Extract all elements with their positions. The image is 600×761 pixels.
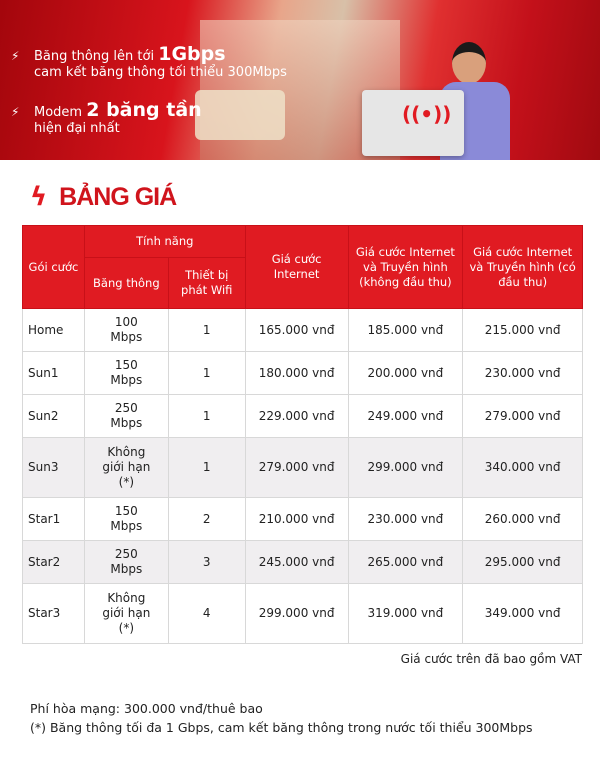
table-row: Sun2 250 Mbps 1 229.000 vnđ 249.000 vnđ 279.0… (22, 394, 583, 438)
cell-package: Sun3 (22, 437, 85, 498)
cell-internet-tv-box-price: 279.000 vnđ (462, 394, 583, 438)
table-row: Star1 150 Mbps 2 210.000 vnđ 230.000 vnđ 260.… (22, 497, 583, 541)
cell-wifi-devices: 1 (167, 394, 246, 438)
bandwidth-footnote: (*) Băng thông tối đa 1 Gbps, cam kết bă… (30, 720, 533, 735)
cell-wifi-devices: 1 (167, 308, 246, 352)
laptop-image: ((•)) (362, 90, 464, 156)
cell-package: Star1 (22, 497, 85, 541)
sofa-image (195, 90, 285, 140)
cell-bandwidth: 250 Mbps (83, 540, 169, 584)
cell-internet-price: 229.000 vnđ (244, 394, 349, 438)
lightning-bolt-icon: ⚡ (11, 49, 20, 63)
cell-internet-tv-box-price: 260.000 vnđ (462, 497, 583, 541)
cell-bandwidth: 100 Mbps (83, 308, 169, 352)
header-internet-tv-box: Giá cước Internet và Truyền hình (có đầu… (462, 225, 583, 309)
cell-internet-price: 165.000 vnđ (244, 308, 349, 352)
banner-feature-2: ⚡ Modem 2 băng tần hiện đại nhất (11, 99, 202, 137)
header-package: Gói cước (22, 225, 85, 309)
cell-internet-tv-box-price: 349.000 vnđ (462, 583, 583, 644)
cell-wifi-devices: 3 (167, 540, 246, 584)
cell-internet-tv-no-box-price: 230.000 vnđ (347, 497, 464, 541)
cell-internet-tv-no-box-price: 265.000 vnđ (347, 540, 464, 584)
cell-internet-tv-box-price: 340.000 vnđ (462, 437, 583, 498)
cell-internet-tv-no-box-price: 185.000 vnđ (347, 308, 464, 352)
page-title: ϟ BẢNG GIÁ (30, 182, 177, 212)
price-table: Gói cước Tính năng Giá cước Internet Giá… (22, 225, 583, 644)
promo-banner: ((•)) ⚡ Băng thông lên tới 1Gbps cam kết… (0, 0, 600, 160)
banner-feature-1: ⚡ Băng thông lên tới 1Gbps cam kết băng … (11, 43, 287, 81)
cell-package: Sun2 (22, 394, 85, 438)
cell-internet-tv-no-box-price: 299.000 vnđ (347, 437, 464, 498)
table-row: Star3 Không giới hạn (*) 4 299.000 vnđ 319.0… (22, 583, 583, 644)
cell-wifi-devices: 1 (167, 437, 246, 498)
cell-internet-price: 180.000 vnđ (244, 351, 349, 395)
cell-internet-price: 279.000 vnđ (244, 437, 349, 498)
cell-internet-price: 299.000 vnđ (244, 583, 349, 644)
cell-bandwidth: 150 Mbps (83, 497, 169, 541)
lightning-bolt-icon: ϟ (30, 182, 48, 212)
cell-wifi-devices: 1 (167, 351, 246, 395)
lightning-bolt-icon: ⚡ (11, 105, 20, 119)
table-row: Home 100 Mbps 1 165.000 vnđ 185.000 vnđ 215.0… (22, 308, 583, 352)
connection-fee-note: Phí hòa mạng: 300.000 vnđ/thuê bao (30, 701, 263, 716)
header-internet-tv-no-box: Giá cước Internet và Truyền hình (không … (347, 225, 464, 309)
cell-internet-tv-box-price: 215.000 vnđ (462, 308, 583, 352)
table-row: Sun3 Không giới hạn (*) 1 279.000 vnđ 299.00… (22, 437, 583, 498)
cell-bandwidth: Không giới hạn (*) (83, 583, 169, 644)
header-wifi-device: Thiết bị phát Wifi (167, 257, 246, 309)
footnotes: Phí hòa mạng: 300.000 vnđ/thuê bao (*) B… (30, 699, 533, 737)
header-bandwidth: Băng thông (83, 257, 169, 309)
table-row: Star2 250 Mbps 3 245.000 vnđ 265.000 vnđ 295.… (22, 540, 583, 584)
cell-package: Star3 (22, 583, 85, 644)
cell-internet-tv-box-price: 230.000 vnđ (462, 351, 583, 395)
cell-bandwidth: 150 Mbps (83, 351, 169, 395)
cell-internet-price: 245.000 vnđ (244, 540, 349, 584)
vat-note: Giá cước trên đã bao gồm VAT (400, 652, 582, 666)
cell-bandwidth: Không giới hạn (*) (83, 437, 169, 498)
header-internet: Giá cước Internet (244, 225, 349, 309)
cell-internet-tv-box-price: 295.000 vnđ (462, 540, 583, 584)
cell-wifi-devices: 4 (167, 583, 246, 644)
cell-internet-price: 210.000 vnđ (244, 497, 349, 541)
cell-wifi-devices: 2 (167, 497, 246, 541)
cell-package: Star2 (22, 540, 85, 584)
cell-package: Sun1 (22, 351, 85, 395)
cell-package: Home (22, 308, 85, 352)
cell-bandwidth: 250 Mbps (83, 394, 169, 438)
cell-internet-tv-no-box-price: 200.000 vnđ (347, 351, 464, 395)
cell-internet-tv-no-box-price: 319.000 vnđ (347, 583, 464, 644)
wifi-icon: ((•)) (402, 102, 452, 126)
header-features: Tính năng (83, 225, 246, 258)
table-row: Sun1 150 Mbps 1 180.000 vnđ 200.000 vnđ 230.0… (22, 351, 583, 395)
cell-internet-tv-no-box-price: 249.000 vnđ (347, 394, 464, 438)
